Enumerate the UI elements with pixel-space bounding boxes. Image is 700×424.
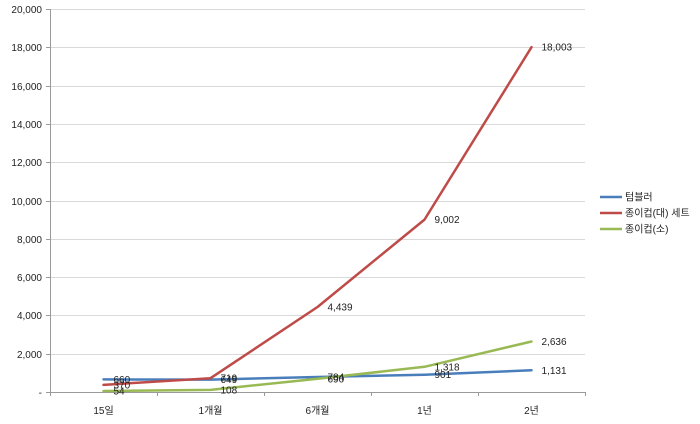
gridlines xyxy=(50,9,585,355)
y-tick-label: 14,000 xyxy=(11,120,42,131)
y-tick-label: 18,000 xyxy=(11,43,42,54)
y-tick-label: 4,000 xyxy=(17,311,42,322)
data-label: 660 xyxy=(114,375,131,386)
legend-label-1: 종이컵(대) 세트 xyxy=(625,207,690,220)
data-label: 1,131 xyxy=(542,366,567,377)
x-axis: 15일 1개월 6개월 1년 2년 xyxy=(50,392,586,417)
legend-label-2: 종이컵(소) xyxy=(625,223,668,236)
y-tick-label: 2,000 xyxy=(17,350,42,361)
y-tick-label: 8,000 xyxy=(17,235,42,246)
data-label: 4,439 xyxy=(328,302,353,313)
data-labels: 660 649 784 901 1,131 370 719 4,439 9,002 18,003 5… xyxy=(114,43,573,398)
x-tick-label: 2년 xyxy=(524,405,539,417)
data-label: 901 xyxy=(435,370,452,381)
series-lines xyxy=(102,45,533,393)
data-label: 719 xyxy=(221,374,238,385)
series-line-2 xyxy=(102,340,533,393)
data-label: 18,003 xyxy=(542,43,573,54)
y-tick-label: 20,000 xyxy=(11,5,42,16)
data-label: 54 xyxy=(114,386,126,397)
y-axis: - 2,000 4,000 6,000 8,000 10,000 12,000 14,000 1… xyxy=(11,5,51,399)
x-tick-label: 15일 xyxy=(93,405,113,417)
data-label: 784 xyxy=(328,372,345,383)
y-tick-label: 10,000 xyxy=(11,197,42,208)
x-tick-label: 1년 xyxy=(417,405,432,417)
y-tick-label: 12,000 xyxy=(11,158,42,169)
data-label: 370 xyxy=(114,380,131,391)
data-label: 1,318 xyxy=(435,362,460,373)
y-tick-label: 16,000 xyxy=(11,82,42,93)
series-line-1 xyxy=(102,45,533,387)
data-label: 649 xyxy=(221,375,238,386)
data-label: 9,002 xyxy=(435,215,460,226)
x-tick-label: 6개월 xyxy=(306,405,330,417)
data-label: 108 xyxy=(221,385,238,396)
data-label: 2,636 xyxy=(542,337,567,348)
y-tick-label: - xyxy=(39,388,42,399)
data-label: 690 xyxy=(328,374,345,385)
y-tick-label: 6,000 xyxy=(17,273,42,284)
legend-label-0: 텀블러 xyxy=(625,192,653,204)
x-tick-label: 1개월 xyxy=(199,405,223,417)
